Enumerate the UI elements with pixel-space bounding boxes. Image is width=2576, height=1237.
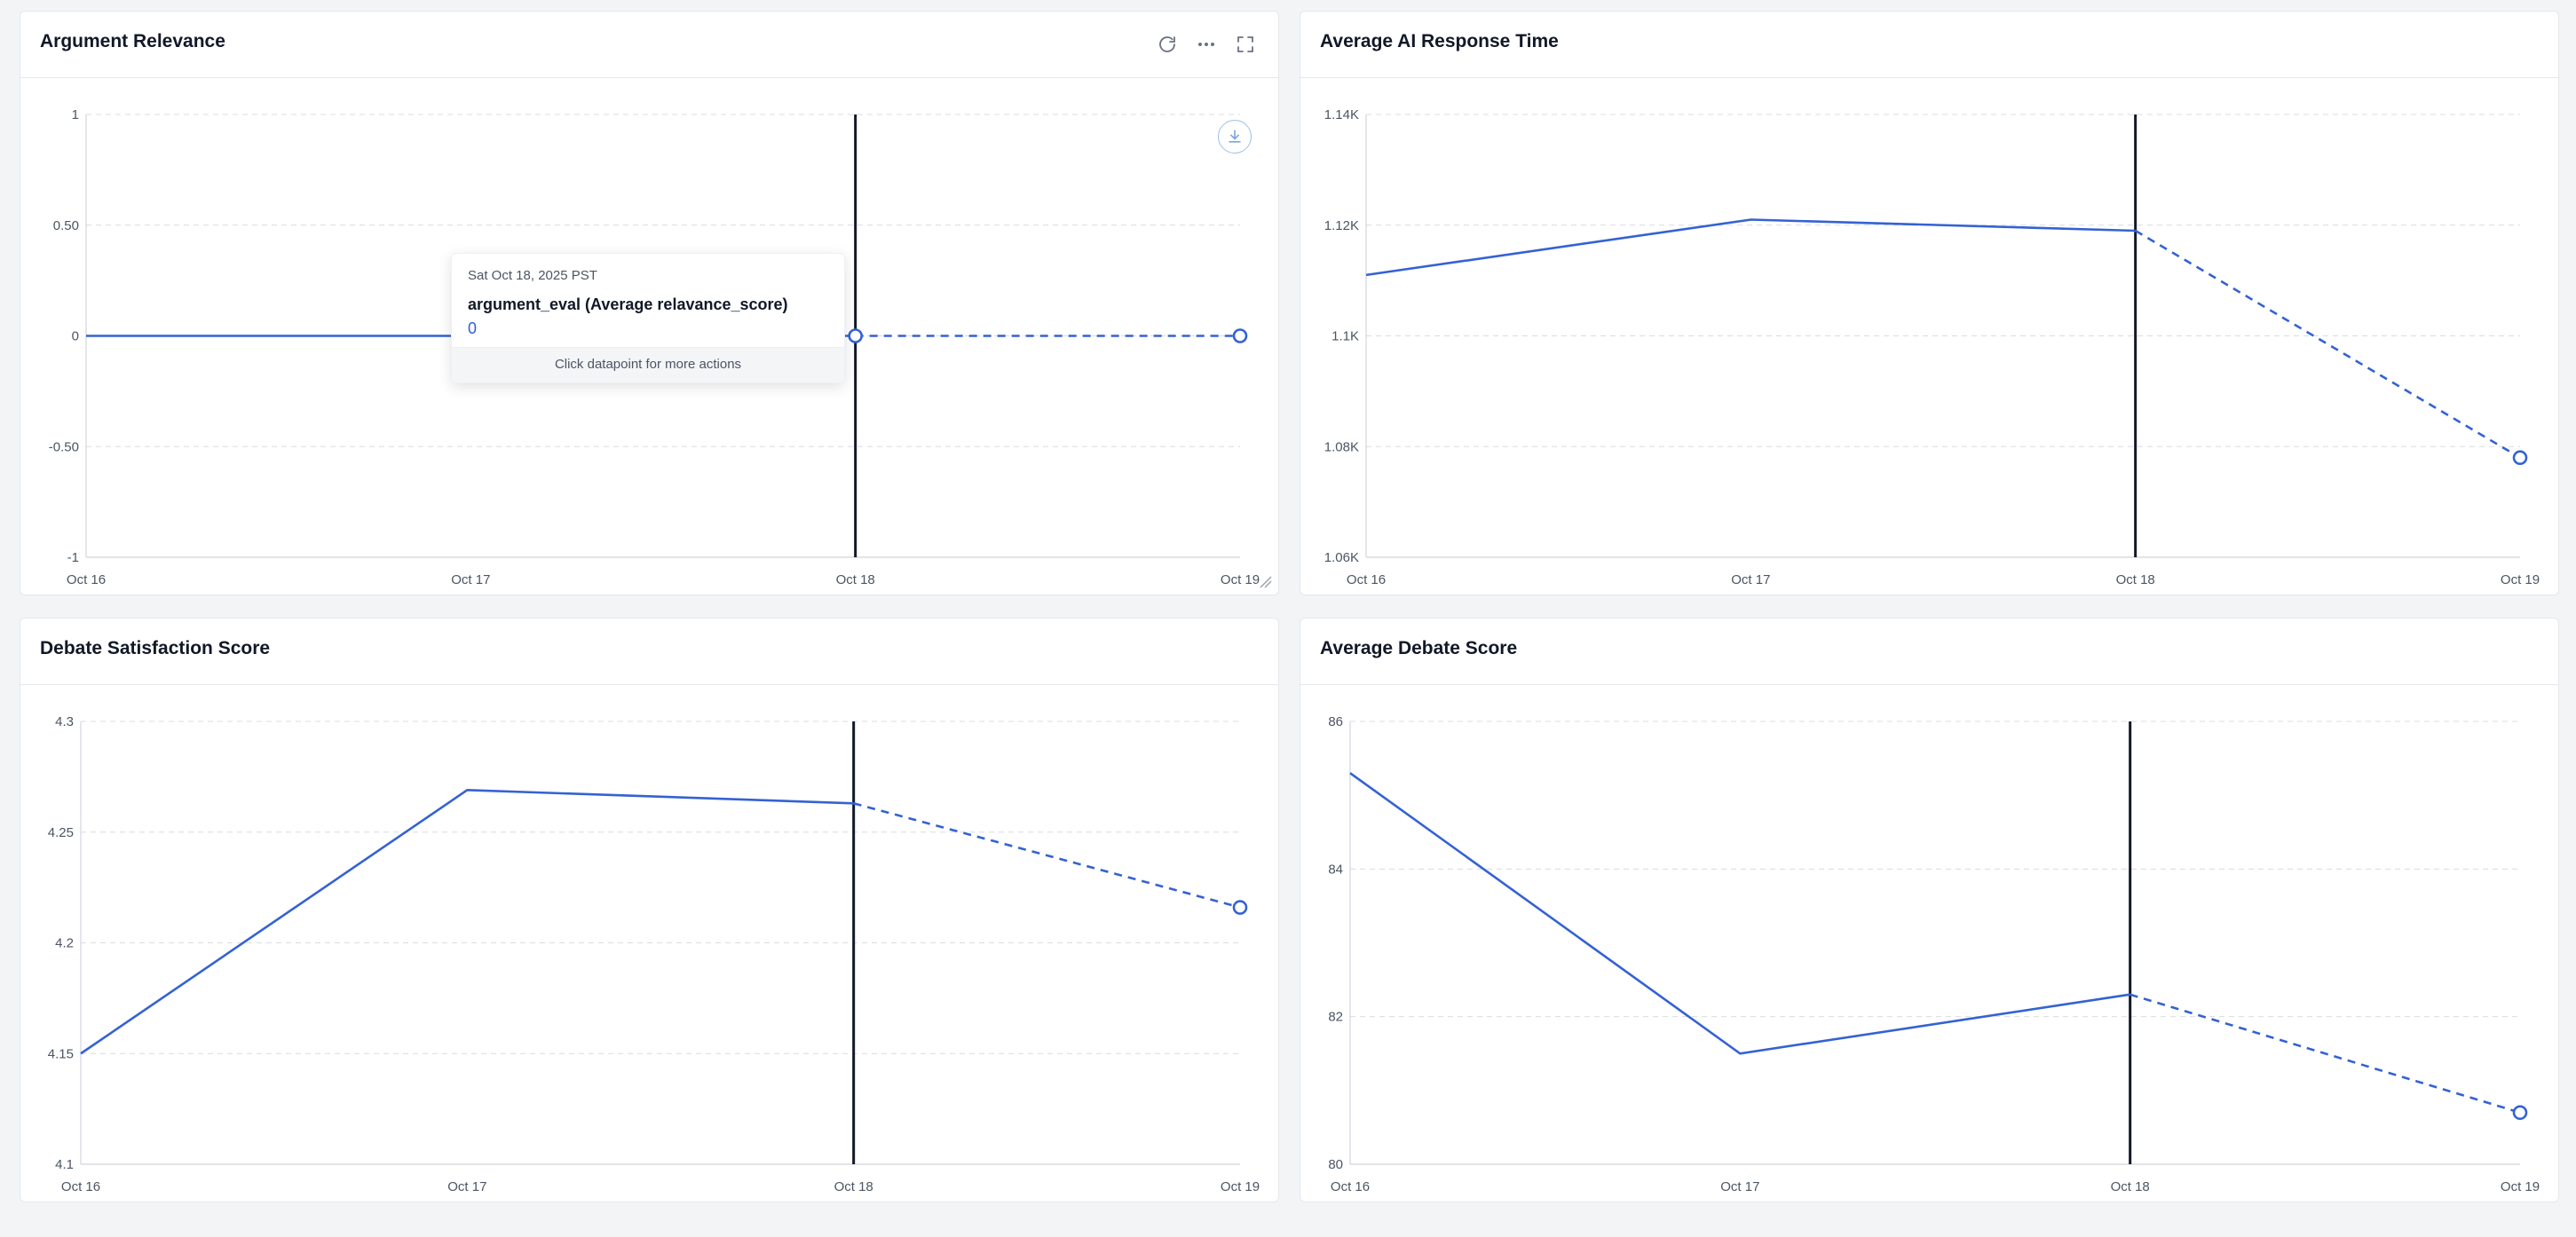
chart-average-debate-score[interactable]: 80 82 84 86 Oct 16 Oct 17 Oct 18 Oct 19 xyxy=(1300,684,2559,1202)
panel-title: Average AI Response Time xyxy=(1320,31,1559,51)
x-tick-label: Oct 17 xyxy=(1731,572,1770,587)
x-tick-label: Oct 18 xyxy=(834,1179,873,1194)
y-tick-label: 4.15 xyxy=(48,1046,74,1061)
resize-handle-icon[interactable] xyxy=(1255,571,1273,589)
chart-average-ai-response-time[interactable]: 1.06K 1.08K 1.1K 1.12K 1.14K Oct 16 Oct 17 Oct … xyxy=(1300,77,2559,595)
panel-debate-satisfaction-score: Debate Satisfaction Score 4.1 4.15 4.2 4.25… xyxy=(20,618,1279,1202)
x-tick-label: Oct 19 xyxy=(2501,572,2540,587)
x-tick-label: Oct 19 xyxy=(2501,1179,2540,1194)
datapoint-tooltip: Sat Oct 18, 2025 PST argument_eval (Aver… xyxy=(451,253,845,383)
more-icon[interactable] xyxy=(1191,29,1221,59)
data-point[interactable] xyxy=(2512,1105,2528,1121)
chart-argument-relevance[interactable]: -1 -0.50 0 0.50 1 Oct 16 Oct 17 Oct 18 Oct 19 xyxy=(20,77,1279,595)
fullscreen-icon[interactable] xyxy=(1230,29,1260,59)
tooltip-footer[interactable]: Click datapoint for more actions xyxy=(452,347,844,382)
y-tick-label: 4.25 xyxy=(48,825,74,840)
x-tick-label: Oct 17 xyxy=(447,1179,486,1194)
panel-header: Average AI Response Time xyxy=(1300,12,2558,78)
series-line-dashed[interactable] xyxy=(2130,993,2521,1115)
series-line-solid[interactable] xyxy=(1349,772,2130,1055)
x-tick-label: Oct 16 xyxy=(1331,1179,1370,1194)
y-tick-label: 4.3 xyxy=(55,714,74,729)
panel-average-ai-response-time: Average AI Response Time 1.06K 1.08K 1.1K 1… xyxy=(1300,11,2559,595)
y-tick-label: 1.08K xyxy=(1324,439,1359,454)
x-tick-label: Oct 16 xyxy=(61,1179,100,1194)
refresh-icon[interactable] xyxy=(1152,29,1182,59)
panel-title: Argument Relevance xyxy=(40,31,225,51)
panel-actions xyxy=(1152,29,1260,61)
x-tick-label: Oct 19 xyxy=(1221,1179,1260,1194)
data-point[interactable] xyxy=(2512,450,2528,466)
y-tick-label: -0.50 xyxy=(49,439,79,454)
data-point[interactable] xyxy=(848,328,863,343)
data-point[interactable] xyxy=(1232,900,1248,915)
x-tick-label: Oct 17 xyxy=(451,572,490,587)
x-tick-label: Oct 16 xyxy=(67,572,106,587)
panel-title: Debate Satisfaction Score xyxy=(40,638,271,658)
y-tick-label: 1 xyxy=(72,107,79,122)
y-tick-label: 4.2 xyxy=(55,936,74,951)
y-tick-label: 1.12K xyxy=(1324,218,1359,233)
x-tick-label: Oct 18 xyxy=(2111,1179,2150,1194)
tooltip-date: Sat Oct 18, 2025 PST xyxy=(468,268,597,283)
x-tick-label: Oct 17 xyxy=(1720,1179,1759,1194)
download-icon[interactable] xyxy=(1218,120,1252,154)
panel-average-debate-score: Average Debate Score 80 82 84 86 Oct 16 Oct 1… xyxy=(1300,618,2559,1202)
tooltip-value: 0 xyxy=(468,319,478,337)
x-tick-label: Oct 18 xyxy=(2116,572,2155,587)
panel-header: Average Debate Score xyxy=(1300,618,2558,685)
x-tick-label: Oct 16 xyxy=(1347,572,1386,587)
tooltip-series: argument_eval (Average relavance_score) xyxy=(468,295,788,313)
y-tick-label: 4.1 xyxy=(55,1157,74,1172)
panel-argument-relevance: Argument Relevance xyxy=(20,11,1279,595)
chart-debate-satisfaction-score[interactable]: 4.1 4.15 4.2 4.25 4.3 Oct 16 Oct 17 Oct 18 Oct 1… xyxy=(20,684,1279,1202)
x-tick-label: Oct 19 xyxy=(1221,572,1260,587)
y-tick-label: 86 xyxy=(1328,714,1343,729)
y-tick-label: 84 xyxy=(1328,862,1343,877)
series-line-dashed[interactable] xyxy=(2135,229,2521,459)
series-line-solid[interactable] xyxy=(80,789,854,1055)
data-point[interactable] xyxy=(1232,328,1248,343)
y-tick-label: -1 xyxy=(67,550,79,565)
y-tick-label: 0.50 xyxy=(53,218,79,233)
y-tick-label: 1.14K xyxy=(1324,107,1359,122)
y-tick-label: 0 xyxy=(72,329,79,344)
panel-header: Debate Satisfaction Score xyxy=(20,618,1278,685)
panel-header: Argument Relevance xyxy=(20,12,1278,78)
series-line-dashed[interactable] xyxy=(853,802,1241,909)
y-tick-label: 1.06K xyxy=(1324,550,1359,565)
panel-title: Average Debate Score xyxy=(1320,638,1518,658)
y-tick-label: 82 xyxy=(1328,1010,1343,1025)
x-tick-label: Oct 18 xyxy=(836,572,875,587)
series-line-solid[interactable] xyxy=(1365,218,2136,277)
y-tick-label: 1.1K xyxy=(1331,329,1359,344)
y-tick-label: 80 xyxy=(1328,1157,1343,1172)
